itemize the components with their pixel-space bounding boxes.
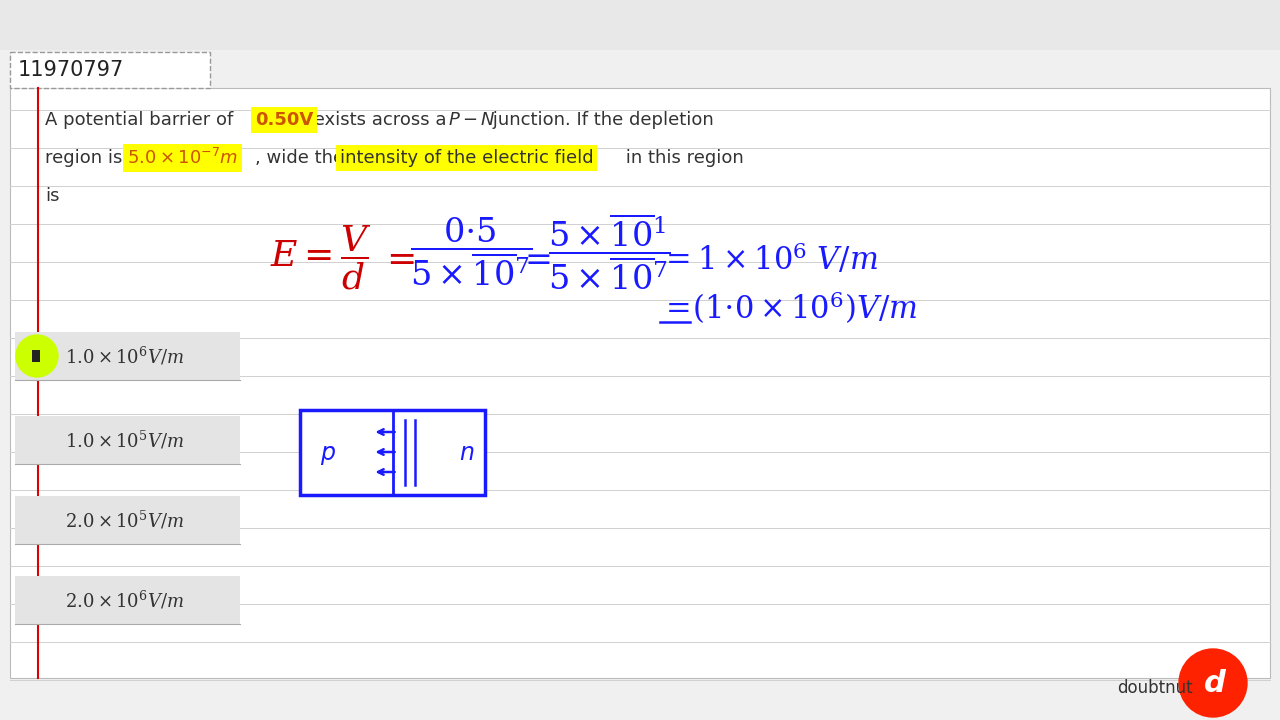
Text: $2.0\times10^6V/m$: $2.0\times10^6V/m$ xyxy=(65,589,184,611)
Bar xyxy=(0,0,1280,50)
Circle shape xyxy=(15,335,58,377)
Text: p: p xyxy=(320,441,335,464)
Bar xyxy=(15,416,241,464)
Text: junction. If the depletion: junction. If the depletion xyxy=(486,111,714,129)
Text: intensity of the electric field: intensity of the electric field xyxy=(340,149,594,167)
Bar xyxy=(10,52,210,88)
Text: $P-N$: $P-N$ xyxy=(448,111,495,129)
Text: $5.0\times10^{-7}m$: $5.0\times10^{-7}m$ xyxy=(127,148,238,168)
Circle shape xyxy=(1179,649,1247,717)
Text: 11970797: 11970797 xyxy=(18,60,124,80)
Text: $= 1\times10^6\ V/m$: $= 1\times10^6\ V/m$ xyxy=(660,240,878,276)
Text: exists across a: exists across a xyxy=(308,111,452,129)
Text: $=$: $=$ xyxy=(518,241,550,274)
Bar xyxy=(15,576,241,624)
Text: is: is xyxy=(45,187,59,205)
Text: $=$: $=$ xyxy=(380,241,415,275)
Text: $2.0\times10^5V/m$: $2.0\times10^5V/m$ xyxy=(65,509,184,531)
Text: A potential barrier of: A potential barrier of xyxy=(45,111,239,129)
Text: region is: region is xyxy=(45,149,128,167)
Text: $\dfrac{5\times\overline{10}^{1}}{5\times\overline{10}^{7}}$: $\dfrac{5\times\overline{10}^{1}}{5\time… xyxy=(548,212,671,292)
Text: $1.0\times10^5V/m$: $1.0\times10^5V/m$ xyxy=(65,429,184,451)
Text: $1.0\times10^6V/m$: $1.0\times10^6V/m$ xyxy=(65,345,184,367)
Bar xyxy=(32,350,40,362)
Text: $=\!\left(1{\cdot}0\times10^6\right)V/m$: $=\!\left(1{\cdot}0\times10^6\right)V/m$ xyxy=(660,289,918,326)
Bar xyxy=(15,332,241,380)
Text: n: n xyxy=(460,441,475,464)
Text: $\dfrac{0{\cdot}5}{5\times\overline{10}^{7}}$: $\dfrac{0{\cdot}5}{5\times\overline{10}^… xyxy=(410,216,532,288)
Bar xyxy=(300,410,485,495)
Bar xyxy=(10,88,1270,678)
Text: $E=\dfrac{V}{d}$: $E=\dfrac{V}{d}$ xyxy=(270,224,372,292)
Text: , wide the: , wide the xyxy=(255,149,349,167)
Text: d: d xyxy=(1204,670,1226,698)
Text: doubtnut: doubtnut xyxy=(1117,679,1193,697)
Bar xyxy=(15,496,241,544)
Text: 0.50V: 0.50V xyxy=(255,111,314,129)
Text: in this region: in this region xyxy=(620,149,744,167)
